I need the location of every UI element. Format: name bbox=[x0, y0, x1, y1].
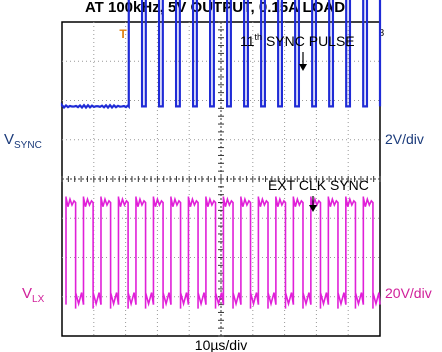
trace-vlx-pulse bbox=[65, 196, 85, 309]
trace-vlx-pulse bbox=[100, 196, 120, 309]
scale-vlx: 20V/div bbox=[385, 285, 432, 301]
trace-vlx-pulse bbox=[362, 196, 381, 309]
trace-vlx-pulse bbox=[275, 196, 295, 309]
trace-vlx-pulse bbox=[205, 196, 225, 309]
trace-vlx-pulse bbox=[222, 196, 242, 309]
annotation-sync-pulse: 11th SYNC PULSE bbox=[240, 32, 355, 49]
trigger-marker: T bbox=[119, 27, 127, 41]
trace-vlx-pulse bbox=[345, 196, 365, 309]
trace-vlx-pulse bbox=[135, 196, 155, 309]
trace-vsync bbox=[60, 0, 382, 110]
arrow-ext-clk-sync bbox=[309, 196, 317, 212]
trace-vlx-pulse bbox=[240, 196, 260, 309]
trace-vlx-pulse bbox=[327, 196, 347, 309]
trace-vlx-pulse bbox=[257, 196, 277, 309]
label-vsync: VSYNC bbox=[4, 131, 42, 151]
trace-vlx bbox=[65, 196, 381, 309]
chart-title: AT 100kHz, 5V OUTPUT, 0.15A LOAD bbox=[85, 0, 345, 16]
scale-vsync: 2V/div bbox=[385, 131, 424, 147]
annotation-ext-clk-sync: EXT CLK SYNC bbox=[268, 177, 369, 193]
trace-vlx-pulse bbox=[187, 196, 207, 309]
trace-vlx-pulse bbox=[292, 196, 312, 309]
traces bbox=[60, 0, 382, 309]
trace-vlx-pulse bbox=[152, 196, 172, 309]
x-axis-label: 10µs/div bbox=[195, 337, 247, 352]
trace-vlx-pulse bbox=[82, 196, 102, 309]
trace-vlx-pulse bbox=[170, 196, 190, 309]
label-vlx: VLX bbox=[22, 285, 45, 305]
arrow-sync-pulse bbox=[299, 52, 307, 71]
trace-vlx-pulse bbox=[310, 196, 330, 309]
trace-vlx-pulse bbox=[117, 196, 137, 309]
